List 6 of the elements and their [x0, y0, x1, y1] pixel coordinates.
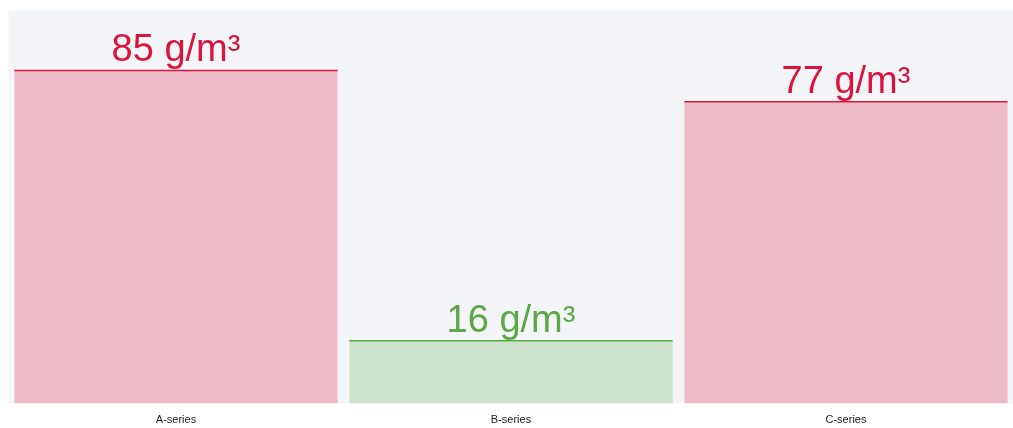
- x-tick-label: B-series: [490, 412, 532, 425]
- data-label: 85 g/m³: [111, 27, 241, 70]
- data-label: 77 g/m³: [781, 58, 911, 101]
- data-label: 16 g/m³: [446, 297, 576, 340]
- x-tick-label: C-series: [825, 412, 867, 425]
- x-tick-label: A-series: [155, 412, 197, 425]
